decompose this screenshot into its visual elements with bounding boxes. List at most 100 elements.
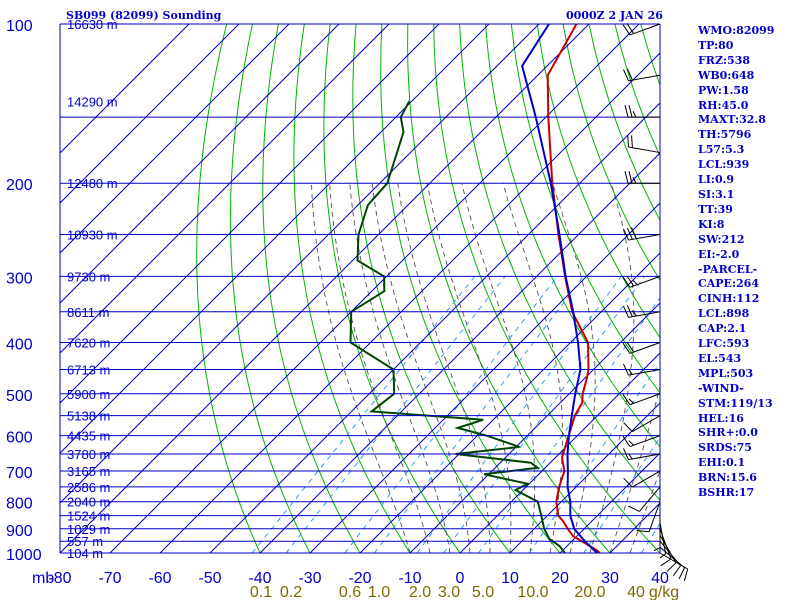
index-item: PW:1.58	[698, 83, 749, 97]
wind-barb	[636, 501, 661, 533]
temperature-tick-label: -80	[48, 570, 71, 587]
isotherm-line	[60, 24, 340, 304]
wind-barb	[659, 522, 667, 559]
index-item: WMO:82099	[698, 24, 775, 37]
mixing-ratio-line	[416, 276, 622, 553]
height-label: 6713 m	[67, 363, 110, 378]
index-item: RH:45.0	[698, 98, 749, 112]
index-item: KI:8	[698, 217, 725, 231]
wind-barb	[622, 275, 661, 288]
height-label: 1029 m	[67, 522, 110, 537]
isotherm-line	[259, 152, 660, 553]
temperature-tick-label: -60	[148, 570, 171, 587]
index-item: L57:5.3	[698, 143, 745, 157]
indices-panel: WMO:82099 TP:80 FRZ:538 WB0:648 PW:1.58 RH:45…	[698, 24, 774, 501]
wind-barb	[622, 68, 661, 82]
isotherm-line	[60, 24, 540, 504]
index-item: LCL:898	[698, 307, 750, 321]
index-item: LI:0.9	[698, 173, 735, 187]
wind-barb	[622, 363, 661, 376]
index-item: TT:39	[698, 202, 733, 216]
height-label: 104 m	[67, 546, 103, 561]
index-item: SI:3.1	[698, 187, 735, 201]
index-item: BSHR:17	[698, 486, 755, 500]
wind-barb	[622, 305, 661, 318]
wind-barb	[653, 515, 661, 552]
height-label: 3165 m	[67, 464, 110, 479]
mixing-ratio-line	[285, 276, 506, 553]
isotherm-line	[159, 52, 660, 553]
temperature-tick-label: -50	[198, 570, 221, 587]
wind-barb	[659, 546, 685, 580]
wind-barb	[622, 393, 661, 406]
mixing-ratio-label: 40	[627, 584, 645, 600]
dry-adiabat-line	[229, 24, 311, 553]
moist-adiabat-line	[371, 183, 471, 553]
index-item: STM:119/13	[698, 396, 773, 410]
wind-barb	[628, 486, 661, 512]
index-item: CAP:2.1	[698, 322, 747, 336]
pressure-tick-label: 400	[6, 336, 33, 353]
mixing-ratio-label: 0.6	[339, 584, 361, 600]
temperature-tick-label: -20	[348, 570, 371, 587]
mixing-ratio-line	[478, 297, 660, 553]
pressure-tick-label: 100	[6, 18, 33, 35]
dry-adiabat-line	[407, 24, 611, 553]
wind-barb	[624, 171, 660, 184]
index-item: SRDS:75	[698, 441, 752, 455]
dewpoint-profile	[349, 100, 566, 553]
index-item: LFC:593	[698, 337, 750, 351]
mixing-ratio-line	[251, 276, 476, 553]
isotherm-line	[60, 24, 390, 354]
isotherm-line	[60, 24, 440, 404]
wind-barb	[624, 105, 660, 118]
pressure-tick-label: 800	[6, 496, 33, 513]
dry-adiabat-line	[196, 24, 261, 553]
mixing-ratio-label: 20.0	[574, 584, 605, 600]
mixing-ratio-label: 3.0	[438, 584, 460, 600]
wind-barb	[623, 415, 661, 433]
height-label: 5900 m	[67, 387, 110, 402]
temperature-tick-label: 10	[501, 570, 519, 587]
index-item: CINH:112	[698, 292, 760, 306]
pressure-tick-label: 900	[6, 523, 33, 540]
wind-barb	[622, 23, 661, 36]
isotherm-line	[60, 24, 240, 204]
index-item: CAPE:264	[698, 277, 759, 291]
mixing-ratio-label: 0.2	[280, 584, 302, 600]
height-label: 4435 m	[67, 429, 110, 444]
pressure-tick-label: 1000	[6, 547, 42, 564]
index-item: TH:5796	[698, 128, 752, 142]
isotherm-line	[459, 352, 660, 553]
temperature-tick-label: 30	[601, 570, 619, 587]
mixing-ratio-label: g/kg	[649, 584, 679, 600]
moist-adiabat-line	[589, 183, 635, 553]
index-item: FRZ:538	[698, 53, 751, 67]
index-item: -WIND-	[698, 381, 744, 395]
mixing-ratio-label: 0.1	[250, 584, 272, 600]
temperature-tick-label: -40	[248, 570, 271, 587]
moist-adiabat-line	[426, 183, 512, 553]
height-label: 2586 m	[67, 480, 110, 495]
temperature-tick-label: -70	[98, 570, 121, 587]
index-item: BRN:15.6	[698, 471, 757, 485]
wind-barb	[622, 341, 661, 354]
index-item: EHI:0.1	[698, 456, 746, 470]
index-item: EI:-2.0	[698, 247, 740, 261]
isotherm-line	[109, 24, 640, 553]
isotherm-line	[359, 252, 660, 553]
isotherm-line	[60, 24, 590, 553]
moist-adiabat-line	[502, 183, 563, 553]
isotherm-line	[60, 24, 290, 254]
parcel-profile	[521, 24, 599, 553]
index-item: MAXT:32.8	[698, 113, 766, 127]
index-item: SHR+:0.0	[698, 426, 758, 440]
height-label: 14290 m	[67, 94, 118, 109]
height-label: 12480 m	[67, 176, 118, 191]
pressure-tick-label: 300	[6, 270, 33, 287]
wind-barb	[623, 470, 661, 488]
index-item: EL:543	[698, 351, 742, 365]
temperature-tick-label: 0	[456, 570, 465, 587]
mixing-ratio-label: 2.0	[409, 584, 431, 600]
wind-barb	[622, 435, 661, 448]
